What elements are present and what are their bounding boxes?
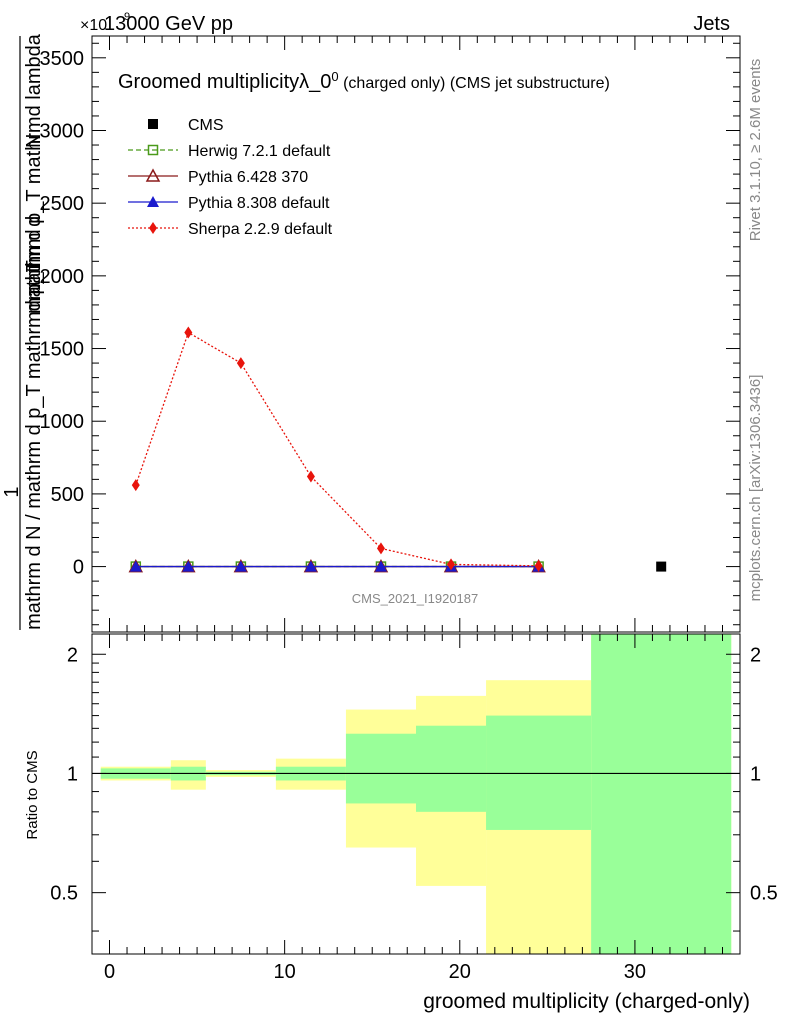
legend-item: Pythia 6.428 370 <box>128 168 308 186</box>
y-label-numerator-2: N <box>23 134 45 148</box>
legend-marker <box>148 119 158 129</box>
data-point <box>534 559 543 572</box>
main-y-label: mathrm d N mathrm d p_T mathrmd lambda 1… <box>1 33 45 630</box>
ratio-y-tick-label: 0.5 <box>50 883 78 905</box>
series-0 <box>656 561 667 572</box>
legend-item: Pythia 8.308 default <box>128 195 330 212</box>
data-point <box>184 326 193 339</box>
data-point <box>131 479 140 492</box>
main-y-tick-label: 500 <box>51 484 84 506</box>
ratio-plot: 0.5 0.51 12 20 10 20 30 <box>50 633 778 983</box>
series-line <box>135 331 539 567</box>
ratio-y-tick-label-right: 0.5 <box>750 883 778 905</box>
ratio-y-tick-label: 1 <box>67 763 78 785</box>
y-label-numerator-3: mathrm d p_T mathrmd lambda <box>23 33 45 314</box>
y-exponent: ×10 <box>80 17 107 34</box>
main-title-text: Groomed multiplicityλ_0 <box>118 71 331 93</box>
legend-label: Sherpa 2.2.9 default <box>188 221 333 238</box>
ratio-y-tick-label-right: 1 <box>750 763 761 785</box>
ratio-band-stat <box>345 733 416 804</box>
x-tick-label: 20 <box>449 961 471 983</box>
legend-label: CMS <box>188 117 224 134</box>
main-y-tick-label: 0 <box>73 557 84 579</box>
main-y-tick-label: 2500 <box>40 193 85 215</box>
main-ticks: 0 500 1000 1500 2000 2500 3000 3500 <box>40 36 740 632</box>
header-left: 13000 GeV pp <box>104 13 233 35</box>
legend-item: CMS <box>148 117 224 134</box>
x-axis-label: groomed multiplicity (charged-only) <box>423 990 750 1013</box>
ratio-band-stat <box>416 725 487 812</box>
main-plot: 0 500 1000 1500 2000 2500 3000 3500 <box>40 35 741 633</box>
data-point <box>304 560 317 572</box>
legend-marker <box>149 222 157 234</box>
x-tick-label: 30 <box>624 961 646 983</box>
legend-label: Herwig 7.2.1 default <box>188 143 331 160</box>
ratio-y-label: Ratio to CMS <box>24 750 41 839</box>
legend-item: Sherpa 2.2.9 default <box>128 221 333 238</box>
ratio-frame <box>91 633 741 955</box>
y-label-numerator-1: mathrm d <box>23 216 45 300</box>
legend-marker <box>145 168 161 182</box>
legend-marker <box>147 144 159 156</box>
main-y-tick-label: 2000 <box>40 266 85 288</box>
main-title-sup: 0 <box>331 69 338 84</box>
data-point <box>374 560 387 572</box>
main-y-tick-label: 1000 <box>40 411 85 433</box>
y-label-numerator-3-text: mathrm d p_T mathrmd lambda <box>23 33 45 314</box>
main-series-group <box>128 326 667 573</box>
main-title: Groomed multiplicityλ_00 (charged only) … <box>118 69 610 94</box>
analysis-watermark: CMS_2021_I1920187 <box>352 591 479 606</box>
ratio-y-tick-label-right: 2 <box>750 644 761 666</box>
main-y-tick-label: 3500 <box>40 48 85 70</box>
ratio-band-stat <box>591 634 732 954</box>
ratio-bands <box>92 634 740 954</box>
data-point <box>182 560 195 572</box>
ratio-ticks: 0.5 0.51 12 20 10 20 30 <box>50 634 778 983</box>
main-title-suffix: (charged only) (CMS jet substructure) <box>339 75 610 92</box>
legend-item: Herwig 7.2.1 default <box>128 143 331 160</box>
legend-label: Pythia 6.428 370 <box>188 169 308 186</box>
main-y-tick-label: 3000 <box>40 120 85 142</box>
main-y-tick-label: 1500 <box>40 339 85 361</box>
header-right: Jets <box>693 13 730 35</box>
data-point <box>236 357 245 370</box>
legend-label: Pythia 8.308 default <box>188 195 330 212</box>
data-point <box>376 542 385 555</box>
ratio-band-stat <box>486 715 592 830</box>
mcplots-label: mcplots.cern.ch [arXiv:1306.3436] <box>747 375 764 602</box>
rivet-label: Rivet 3.1.10, ≥ 2.6M events <box>747 59 764 242</box>
data-point <box>129 560 142 572</box>
main-frame <box>91 35 741 633</box>
data-point <box>306 470 315 483</box>
x-tick-label: 0 <box>104 961 115 983</box>
legend-marker <box>147 196 159 207</box>
x-tick-label: 10 <box>274 961 296 983</box>
data-point <box>234 560 247 572</box>
y-exponent-power: 9 <box>124 11 130 23</box>
series-4 <box>131 326 543 572</box>
y-label-one: 1 <box>1 486 23 497</box>
data-point <box>447 558 456 571</box>
legend: CMS Herwig 7.2.1 default Pythia 6.428 370 P… <box>128 117 333 238</box>
ratio-y-tick-label: 2 <box>67 644 78 666</box>
data-point <box>656 561 667 572</box>
y-label-denominator: mathrm d N / mathrm d p_T mathrmd p_T <box>23 260 45 630</box>
